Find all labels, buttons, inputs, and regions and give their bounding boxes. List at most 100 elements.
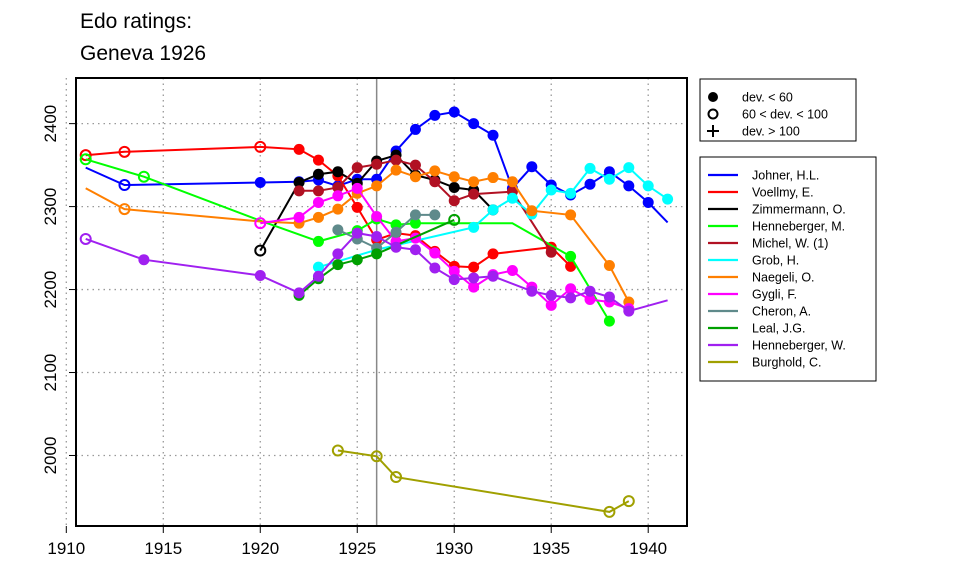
x-tick-label: 1930 [435, 539, 473, 558]
data-point [351, 201, 363, 213]
y-tick-label: 2000 [41, 437, 60, 475]
data-point [565, 250, 577, 262]
data-point [468, 176, 480, 188]
series-6 [312, 162, 674, 273]
data-point [565, 283, 577, 295]
data-point [332, 248, 344, 260]
data-point [331, 444, 344, 457]
data-point [390, 164, 402, 176]
data-point [371, 211, 383, 223]
series-line [85, 145, 572, 269]
data-point [526, 285, 538, 297]
data-point [351, 227, 363, 239]
series-4 [79, 153, 615, 327]
data-point [312, 211, 324, 223]
data-point [506, 264, 518, 276]
data-point [545, 184, 557, 196]
x-tick-label: 1940 [629, 539, 667, 558]
data-point [332, 166, 344, 178]
data-point [254, 177, 266, 189]
data-point [487, 129, 499, 141]
data-point [584, 285, 596, 297]
data-point [390, 154, 402, 166]
data-point [371, 248, 383, 260]
plot-frame [75, 77, 688, 527]
data-point [565, 209, 577, 221]
legend-label: Grob, H. [752, 254, 799, 268]
data-point [487, 248, 499, 260]
chart-title-line-1: Edo ratings: [80, 10, 192, 33]
data-point [448, 182, 460, 194]
data-point [293, 211, 305, 223]
data-point [371, 180, 383, 192]
y-tick-label: 2400 [41, 105, 60, 143]
legend-label: Henneberger, M. [752, 220, 845, 234]
data-point [584, 162, 596, 174]
series-layer [79, 106, 674, 518]
data-point [603, 505, 616, 518]
data-point [332, 182, 344, 194]
marker-legend-box [699, 78, 857, 142]
data-point [332, 224, 344, 236]
series-line [337, 449, 630, 513]
data-point [118, 145, 131, 158]
data-point [351, 182, 363, 194]
y-axis: 2000 2100 2200 2300 2400 [41, 105, 76, 475]
data-point [312, 168, 324, 180]
legend-label: Henneberger, W. [752, 339, 846, 353]
x-axis: 1910 1915 1920 1925 1930 1935 1940 [47, 526, 667, 558]
data-point [390, 241, 402, 253]
data-point [468, 118, 480, 130]
data-point [254, 269, 266, 281]
data-point [390, 471, 403, 484]
data-point [79, 153, 92, 166]
chart-title-line-2: Geneva 1926 [80, 42, 206, 65]
filled-circle-icon [708, 92, 718, 102]
data-point [137, 170, 150, 183]
data-point [409, 159, 421, 171]
data-point [429, 209, 441, 221]
data-point [293, 177, 305, 189]
data-point [448, 213, 461, 226]
data-point [545, 299, 557, 311]
data-point [371, 158, 383, 170]
data-point [254, 140, 267, 153]
data-point [448, 106, 460, 118]
data-point [448, 171, 460, 183]
data-point [468, 261, 480, 273]
data-point [429, 165, 441, 177]
legend-label: Michel, W. (1) [752, 237, 828, 251]
data-point [526, 161, 538, 173]
data-point [312, 185, 324, 197]
marker-legend-label: 60 < dev. < 100 [742, 108, 828, 122]
data-point [642, 180, 654, 192]
series-12 [331, 444, 635, 518]
marker-legend-label: dev. < 60 [742, 91, 793, 105]
data-point [623, 180, 635, 192]
legend-label: Naegeli, O. [752, 271, 815, 285]
data-point [118, 203, 131, 216]
data-point [293, 185, 305, 197]
legend-label: Burghold, C. [752, 356, 821, 370]
data-point [390, 226, 402, 238]
data-point [526, 205, 538, 217]
data-point [603, 173, 615, 185]
data-point [254, 217, 267, 230]
data-point [487, 172, 499, 184]
data-point [429, 262, 441, 274]
y-tick-label: 2100 [41, 354, 60, 392]
data-point [409, 171, 421, 183]
series-legend: Johner, H.L. Voellmy, E. Zimmermann, O. Hen… [699, 156, 877, 382]
marker-legend: dev. < 60 60 < dev. < 100 dev. > 100 [699, 78, 857, 142]
x-tick-label: 1920 [241, 539, 279, 558]
data-point [623, 162, 635, 174]
data-point [312, 270, 324, 282]
data-point [312, 235, 324, 247]
data-point [565, 260, 577, 272]
series-11 [79, 227, 668, 317]
data-point [293, 143, 305, 155]
open-circle-icon [707, 108, 719, 120]
data-point [506, 176, 518, 188]
data-point [584, 294, 596, 306]
